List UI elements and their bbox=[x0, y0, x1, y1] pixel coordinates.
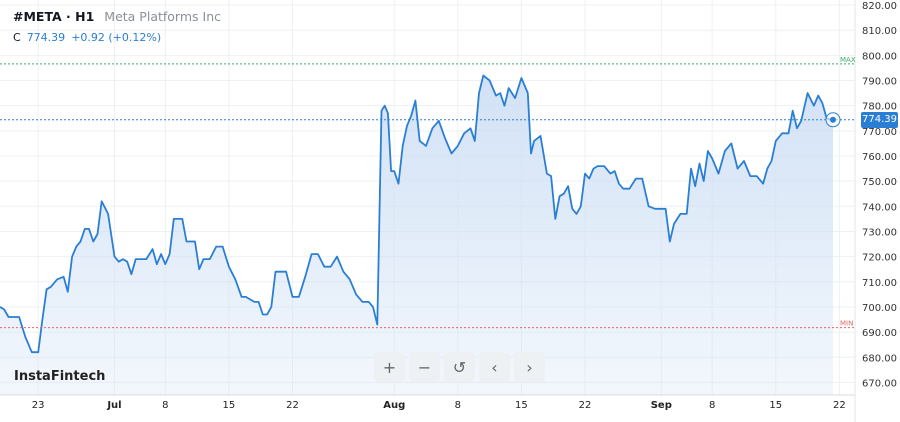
y-tick-label: 680.00 bbox=[862, 353, 897, 364]
x-tick-label: Jul bbox=[106, 400, 121, 411]
logo: InstaFintech bbox=[14, 369, 106, 384]
y-tick-label: 780.00 bbox=[862, 102, 897, 113]
x-tick-label: 22 bbox=[833, 400, 846, 411]
chart-toolbar: + − ↺ ‹ › bbox=[374, 352, 545, 382]
y-tick-label: 760.00 bbox=[862, 152, 897, 163]
close-readout: C 774.39 +0.92 (+0.12%) bbox=[13, 31, 161, 44]
y-tick-label: 770.00 bbox=[862, 127, 897, 138]
zoom-out-button[interactable]: − bbox=[409, 352, 440, 382]
y-tick-label: 810.00 bbox=[862, 26, 897, 37]
last-price-badge: 774.39 bbox=[861, 112, 898, 128]
close-value: 774.39 bbox=[26, 31, 66, 44]
price-line bbox=[0, 74, 834, 354]
symbol-label: #META · H1 bbox=[13, 9, 95, 24]
chevron-right-icon: › bbox=[526, 357, 533, 377]
reset-icon: ↺ bbox=[452, 357, 467, 377]
y-tick-label: 740.00 bbox=[862, 202, 897, 213]
max-label: MAX bbox=[840, 56, 856, 64]
chart-header: #META · H1 Meta Platforms Inc bbox=[13, 9, 221, 24]
x-tick-label: 22 bbox=[286, 400, 299, 411]
x-tick-label: Aug bbox=[383, 400, 405, 411]
price-change: +0.92 (+0.12%) bbox=[71, 31, 162, 44]
y-tick-label: 700.00 bbox=[862, 303, 897, 314]
minus-icon: − bbox=[417, 357, 432, 377]
close-label: C bbox=[13, 31, 21, 44]
scroll-left-button[interactable]: ‹ bbox=[479, 352, 510, 382]
x-tick-label: 15 bbox=[769, 400, 782, 411]
x-tick-label: 15 bbox=[223, 400, 236, 411]
y-tick-label: 720.00 bbox=[862, 253, 897, 264]
last-price-marker bbox=[830, 116, 836, 123]
y-tick-label: 730.00 bbox=[862, 227, 897, 238]
min-label: MIN bbox=[840, 320, 853, 328]
x-tick-label: 8 bbox=[455, 400, 461, 411]
y-tick-label: 800.00 bbox=[862, 51, 897, 62]
price-area-fill bbox=[0, 75, 833, 395]
x-tick-label: 8 bbox=[162, 400, 168, 411]
x-tick-label: 8 bbox=[709, 400, 715, 411]
x-tick-label: Sep bbox=[651, 400, 672, 411]
x-tick-label: 22 bbox=[579, 400, 592, 411]
reset-button[interactable]: ↺ bbox=[444, 352, 475, 382]
y-tick-label: 820.00 bbox=[862, 1, 897, 12]
y-tick-label: 750.00 bbox=[862, 177, 897, 188]
chevron-left-icon: ‹ bbox=[491, 357, 498, 377]
y-tick-label: 790.00 bbox=[862, 77, 897, 88]
scroll-right-button[interactable]: › bbox=[514, 352, 545, 382]
y-tick-label: 710.00 bbox=[862, 278, 897, 289]
y-tick-label: 690.00 bbox=[862, 328, 897, 339]
plus-icon: + bbox=[382, 357, 397, 377]
y-tick-label: 670.00 bbox=[862, 378, 897, 389]
x-tick-label: 15 bbox=[515, 400, 528, 411]
zoom-in-button[interactable]: + bbox=[374, 352, 405, 382]
x-tick-label: 23 bbox=[32, 400, 45, 411]
instrument-name: Meta Platforms Inc bbox=[104, 9, 221, 24]
